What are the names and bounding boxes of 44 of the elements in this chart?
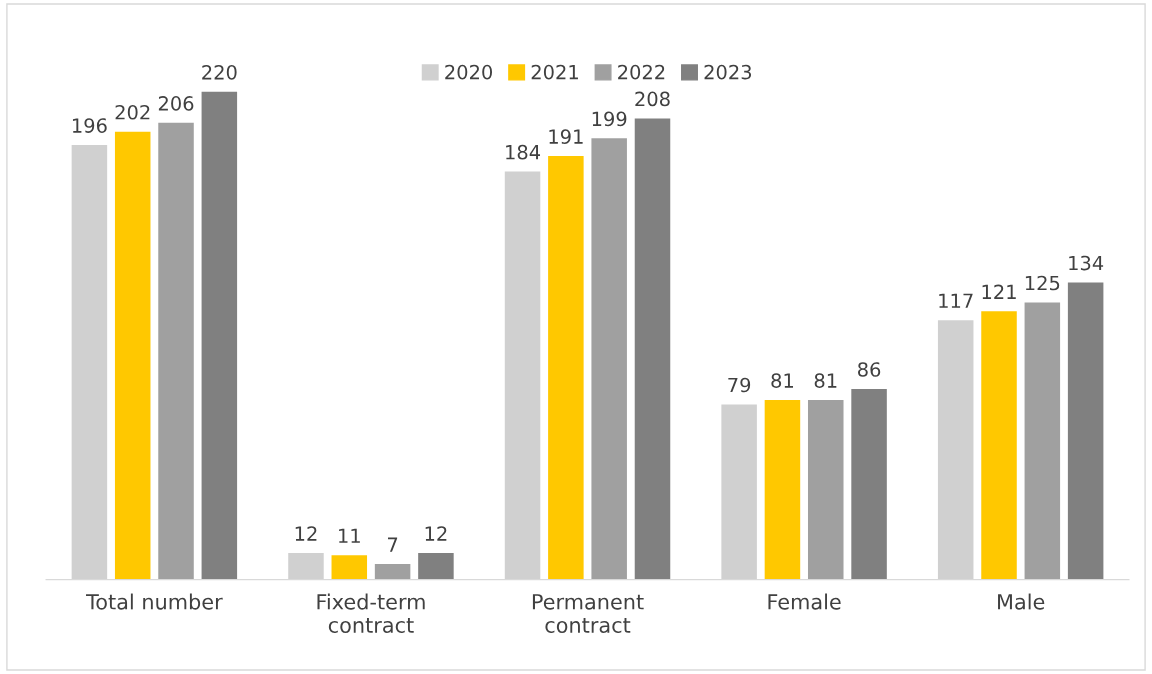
legend-label: 2021 — [531, 64, 578, 80]
data-label: 196 — [72, 118, 107, 133]
data-label: 12 — [295, 526, 317, 541]
bar — [591, 138, 627, 580]
bar — [418, 553, 454, 580]
x-tick-label: Total number — [86, 593, 223, 610]
data-label: 12 — [425, 526, 447, 541]
legend-label: 2023 — [704, 64, 752, 80]
x-tick-label: Fixed-term contract — [317, 593, 425, 633]
data-label: 220 — [202, 64, 237, 80]
data-label: 184 — [506, 144, 541, 160]
data-label: 81 — [771, 373, 794, 388]
data-label: 121 — [982, 284, 1016, 299]
data-label: 202 — [115, 104, 150, 120]
bar — [1067, 282, 1104, 580]
bar — [764, 400, 801, 580]
bar — [548, 156, 584, 580]
data-label: 81 — [814, 373, 837, 388]
data-label: 206 — [158, 96, 194, 111]
data-label: 79 — [728, 377, 751, 393]
data-label: 191 — [549, 129, 583, 144]
bar — [374, 564, 411, 580]
bar — [331, 555, 368, 580]
legend-label: 2020 — [445, 64, 493, 80]
x-tick-label: Permanent contract — [532, 594, 644, 633]
data-label: 199 — [592, 111, 627, 127]
data-label: 125 — [1025, 275, 1060, 291]
data-label: 117 — [939, 293, 973, 308]
data-label: 86 — [858, 362, 881, 377]
bar — [1024, 302, 1061, 580]
data-label: 208 — [635, 91, 670, 107]
x-tick-label: Male — [998, 593, 1045, 610]
bar — [807, 400, 844, 580]
data-label: 7 — [388, 537, 398, 552]
bar — [158, 122, 194, 580]
bar — [114, 131, 151, 580]
data-label: 11 — [339, 528, 360, 543]
x-tick-label: Female — [768, 593, 841, 610]
legend-label: 2022 — [618, 64, 665, 80]
bar — [634, 118, 671, 580]
bar — [981, 311, 1017, 580]
bar — [851, 388, 887, 580]
data-label: 134 — [1069, 255, 1104, 271]
bar — [201, 91, 238, 580]
